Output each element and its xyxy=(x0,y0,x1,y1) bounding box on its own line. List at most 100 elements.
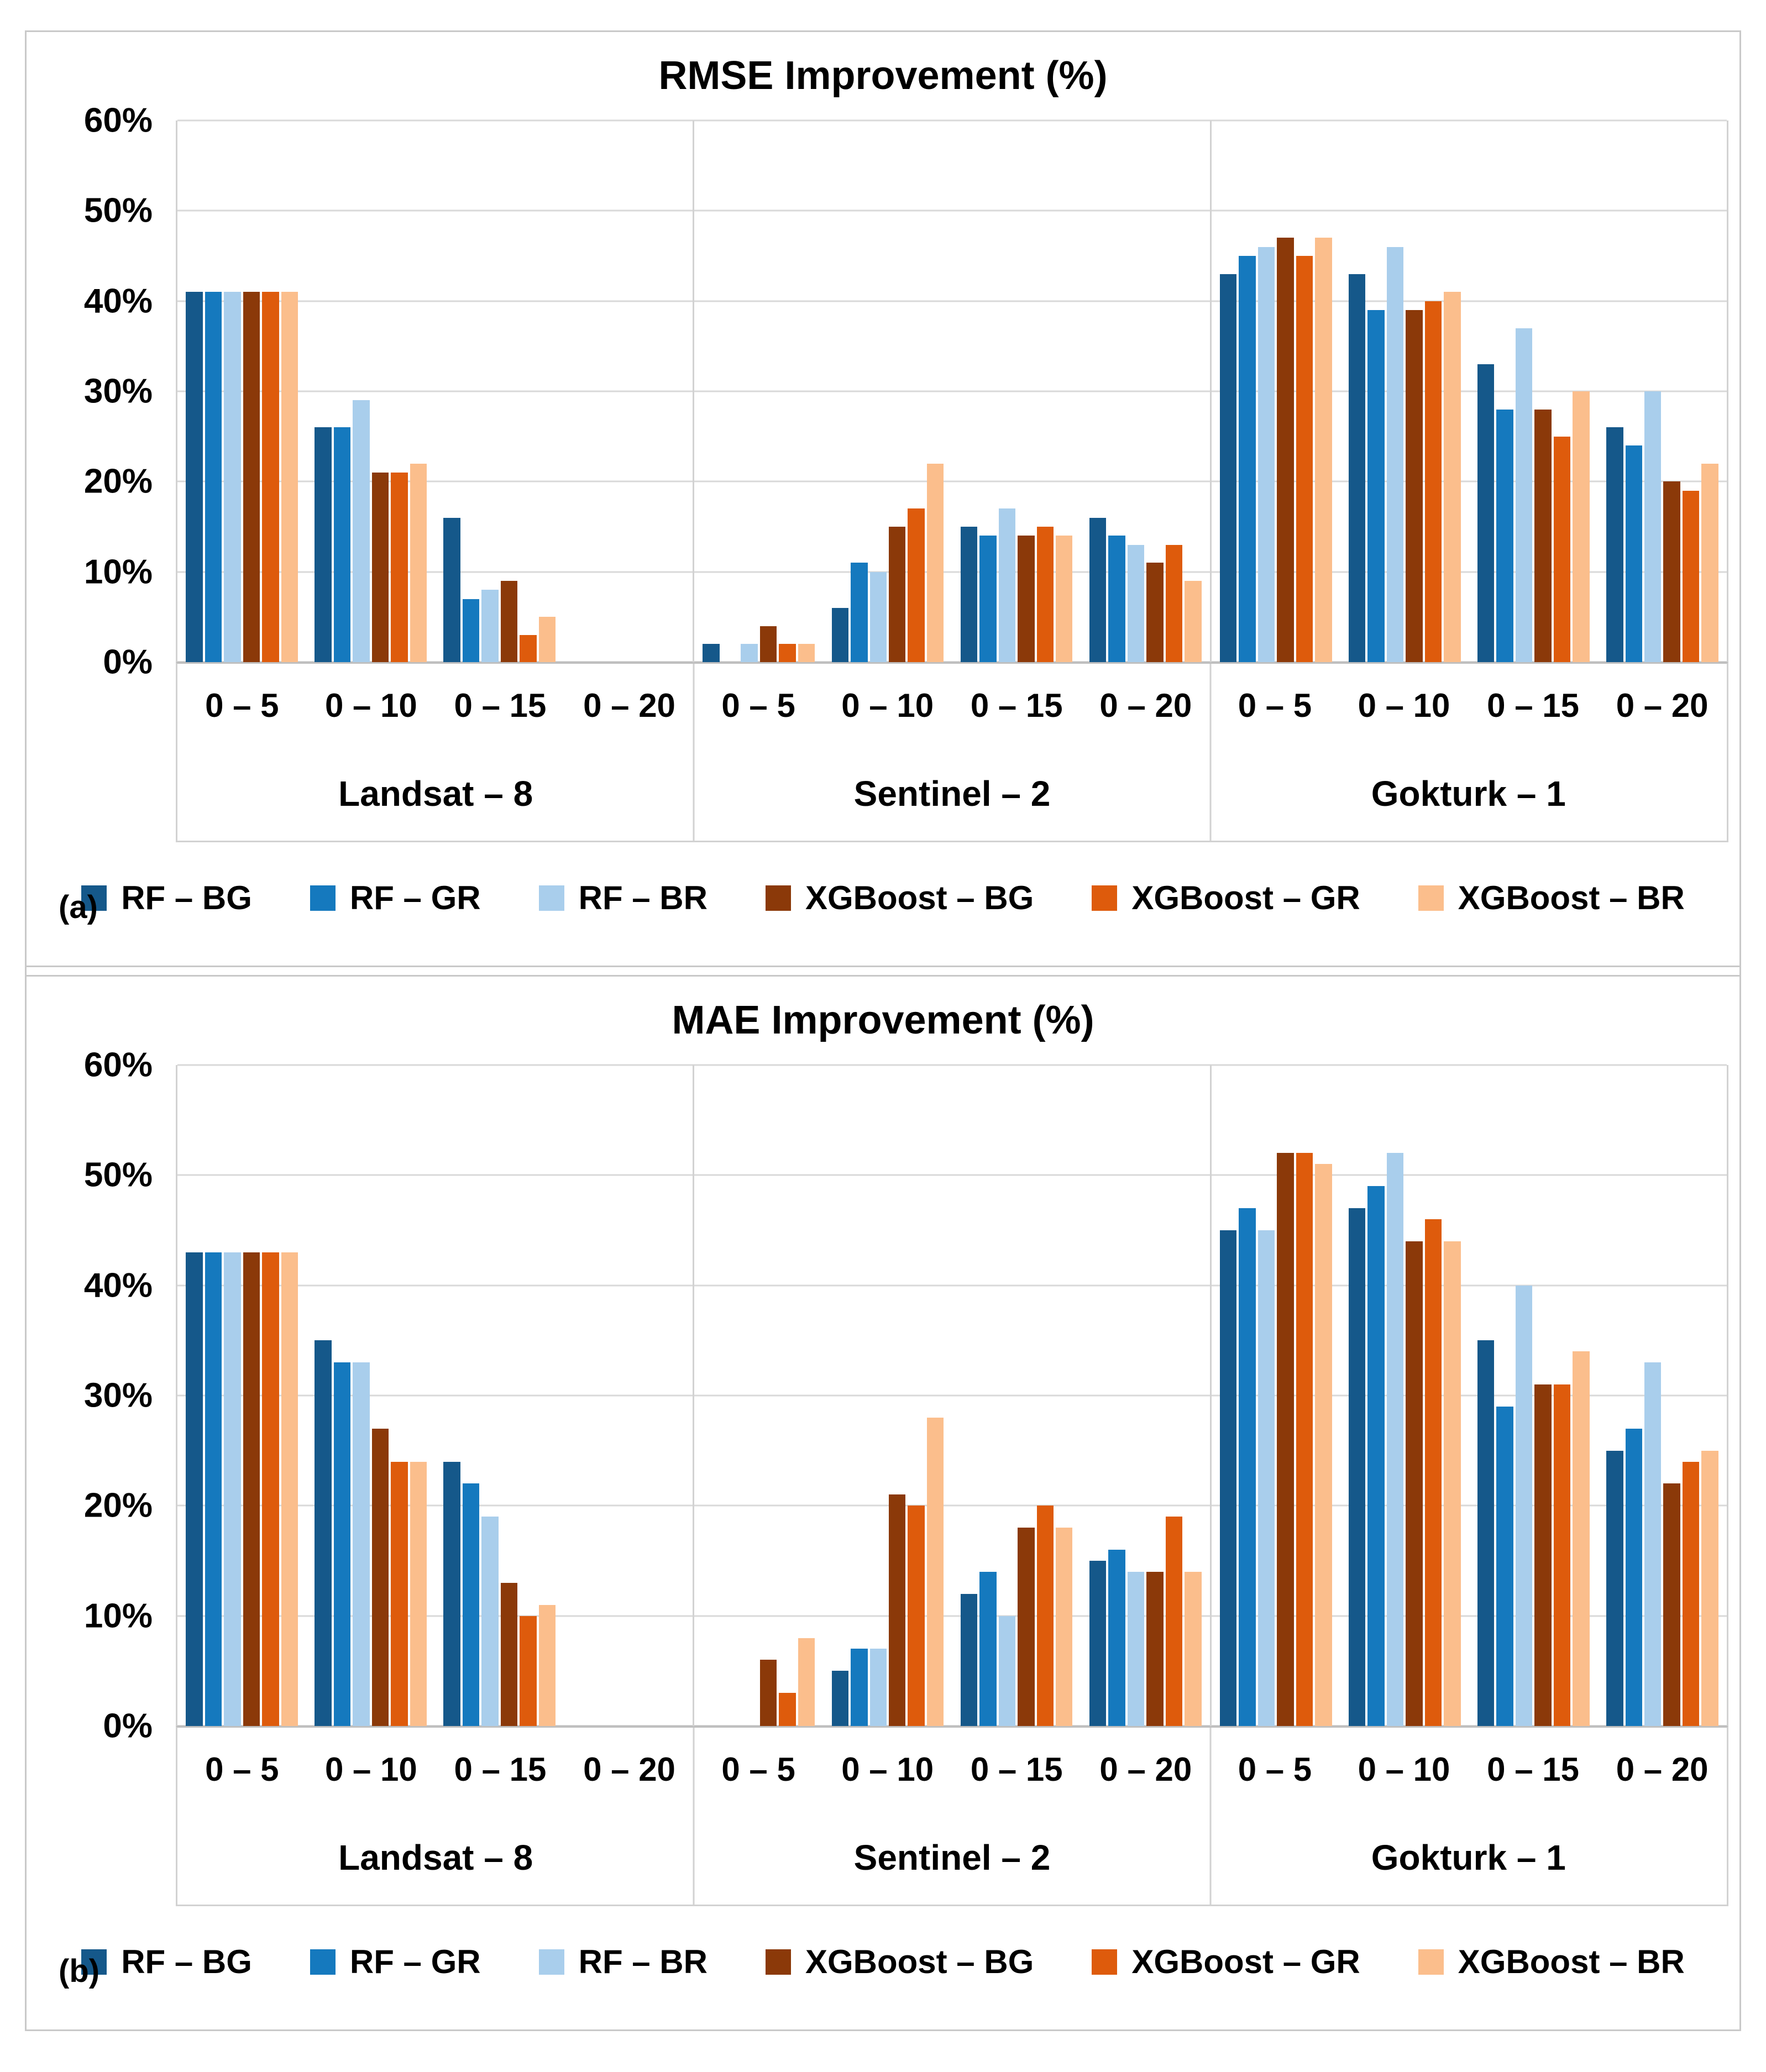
bar xyxy=(1625,445,1642,662)
bar xyxy=(1644,1362,1662,1726)
bar-cluster xyxy=(703,1065,815,1726)
bar xyxy=(1367,1186,1385,1726)
bin-label: 0 – 10 xyxy=(1358,1750,1450,1788)
legend-swatch xyxy=(538,1949,564,1975)
bar xyxy=(443,1461,460,1726)
gridline xyxy=(177,571,1727,573)
bin-slot xyxy=(823,120,952,662)
bar-cluster xyxy=(186,120,298,662)
bin-labels-row: 0 – 5 0 – 10 0 – 15 0 – 20 0 – 5 0 – 10 0 – 15… xyxy=(177,1728,1727,1811)
bar xyxy=(1386,246,1404,662)
bar xyxy=(353,1362,370,1726)
bin-labels-row: 0 – 5 0 – 10 0 – 15 0 – 20 0 – 5 0 – 10 0 – 15… xyxy=(177,664,1727,747)
axis-corner xyxy=(38,1726,176,1906)
bin-label: 0 – 20 xyxy=(1099,1750,1192,1788)
bin-slot xyxy=(1598,120,1727,662)
legend-item: RF – BG xyxy=(81,879,252,917)
satellite-label: Landsat – 8 xyxy=(338,1838,533,1877)
bar xyxy=(481,1517,499,1726)
bar xyxy=(205,292,222,662)
bar xyxy=(1573,391,1590,662)
satellite-label: Gokturk – 1 xyxy=(1371,774,1566,814)
gridline xyxy=(177,300,1727,302)
bar xyxy=(798,1638,815,1726)
bar xyxy=(1424,1219,1442,1726)
y-tick-label: 20% xyxy=(83,462,153,501)
bar xyxy=(520,1615,537,1726)
bin-slot xyxy=(823,1065,952,1726)
bar xyxy=(1406,310,1423,662)
bar xyxy=(869,571,887,662)
bar xyxy=(1553,1384,1571,1726)
legend-label: XGBoost – BR xyxy=(1458,879,1685,916)
legend-swatch xyxy=(1092,885,1118,911)
legend-label: RF – GR xyxy=(349,879,481,916)
bin-label: 0 – 15 xyxy=(1487,686,1579,724)
y-tick-label: 60% xyxy=(83,1046,153,1084)
bin-label: 0 – 5 xyxy=(205,686,279,724)
bar xyxy=(1367,310,1385,662)
bar-cluster xyxy=(1606,120,1718,662)
legend-swatch xyxy=(81,885,107,911)
bar xyxy=(1239,256,1256,662)
group-separator xyxy=(1209,664,1212,841)
bar xyxy=(281,292,298,662)
y-tick-label: 10% xyxy=(83,1597,153,1635)
bin-label: 0 – 5 xyxy=(205,1750,279,1788)
bar xyxy=(1553,436,1571,662)
bin-slot xyxy=(694,1065,823,1726)
bin-label: 0 – 20 xyxy=(583,686,675,724)
legend-label: XGBoost – BR xyxy=(1458,1943,1685,1980)
bar xyxy=(759,1660,777,1726)
bar xyxy=(186,292,203,662)
bar-groups xyxy=(177,1065,1727,1726)
bar xyxy=(888,1494,906,1726)
bar xyxy=(888,527,906,662)
bar xyxy=(703,644,720,662)
bin-slot xyxy=(177,120,306,662)
bin-label: 0 – 10 xyxy=(1358,686,1450,724)
bar-cluster xyxy=(960,1065,1073,1726)
bar xyxy=(1219,274,1237,662)
bar xyxy=(224,292,241,662)
bar xyxy=(262,292,279,662)
bar-cluster xyxy=(703,120,815,662)
bar xyxy=(1663,1483,1680,1726)
bar xyxy=(1315,1164,1332,1726)
bar xyxy=(462,599,480,662)
category-band: 0 – 5 0 – 10 0 – 15 0 – 20 0 – 5 0 – 10 0 – 15… xyxy=(176,1726,1728,1906)
bar xyxy=(1534,409,1552,662)
bar xyxy=(186,1252,203,1726)
bar xyxy=(1055,1528,1073,1726)
bin-label: 0 – 10 xyxy=(841,686,934,724)
bin-label: 0 – 5 xyxy=(721,1750,795,1788)
figure-frame: RMSE Improvement (%) 60% 50% 40% 30% 20% 10% 0%… xyxy=(25,30,1741,2031)
chart-panel-mae: MAE Improvement (%) 60% 50% 40% 30% 20% 10% 0% 0… xyxy=(27,975,1739,2029)
bar-cluster xyxy=(1477,120,1590,662)
legend-item: XGBoost – GR xyxy=(1092,879,1360,917)
bin-label: 0 – 20 xyxy=(1099,686,1192,724)
bin-slot xyxy=(1598,1065,1727,1726)
bar xyxy=(481,590,499,662)
bar xyxy=(371,1428,389,1726)
bar xyxy=(1477,364,1495,662)
gridline xyxy=(177,119,1727,122)
legend: (a) RF – BG RF – GR RF – BR XGBoost – BG XGBo… xyxy=(38,847,1728,949)
bin-label: 0 – 15 xyxy=(970,1750,1063,1788)
legend-item: RF – BR xyxy=(538,879,708,917)
bar xyxy=(353,400,370,662)
y-tick-label: 30% xyxy=(83,1376,153,1415)
bin-slot xyxy=(1212,120,1340,662)
legend-item: RF – BG xyxy=(81,1943,252,1981)
legend-label: XGBoost – GR xyxy=(1131,1943,1360,1980)
bar xyxy=(1055,536,1073,662)
legend-label: XGBoost – GR xyxy=(1131,879,1360,916)
bar xyxy=(908,508,925,662)
bar xyxy=(1444,292,1461,662)
bar xyxy=(1127,544,1145,662)
bar xyxy=(1644,391,1662,662)
panel-label: (b) xyxy=(59,1953,100,1989)
bar xyxy=(1185,1571,1202,1726)
bar-cluster xyxy=(1219,120,1332,662)
